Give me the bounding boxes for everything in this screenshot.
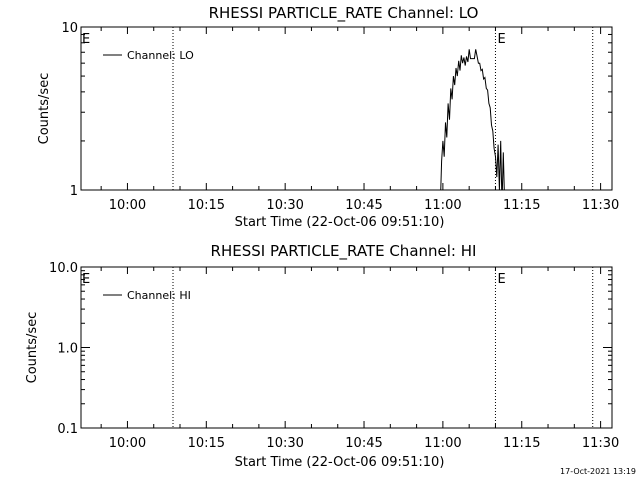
chart-title: RHESSI PARTICLE_RATE Channel: LO xyxy=(209,4,479,23)
x-tick-label: 10:00 xyxy=(109,198,146,213)
x-tick-label: 11:30 xyxy=(582,198,619,213)
x-tick-label: 11:15 xyxy=(503,198,540,213)
y-tick-label: 10.0 xyxy=(49,261,78,276)
y-tick-label: 10 xyxy=(61,21,78,36)
x-tick-label: 10:15 xyxy=(188,198,225,213)
x-tick-label: 10:45 xyxy=(345,198,382,213)
chart-title: RHESSI PARTICLE_RATE Channel: HI xyxy=(211,242,477,261)
x-tick-label: 10:30 xyxy=(266,198,303,213)
y-axis-label: Counts/sec xyxy=(25,312,40,384)
x-tick-label: 10:30 xyxy=(266,436,303,451)
event-marker-label: E xyxy=(497,272,505,287)
footer-timestamp: 17-Oct-2021 13:19 xyxy=(560,467,636,476)
panel-lo-channel: RHESSI PARTICLE_RATE Channel: LO Start Ti… xyxy=(37,4,619,230)
left-marker-label: E xyxy=(82,32,90,47)
y-tick-label: 1.0 xyxy=(57,342,78,357)
y-axis-label: Counts/sec xyxy=(37,73,52,145)
panel-hi-channel: RHESSI PARTICLE_RATE Channel: HI Start Ti… xyxy=(25,242,619,470)
x-tick-label: 11:00 xyxy=(424,436,461,451)
series-line xyxy=(440,49,505,190)
x-axis-label: Start Time (22-Oct-06 09:51:10) xyxy=(235,455,445,470)
legend-entry: Channel: HI xyxy=(127,289,191,302)
legend-entry: Channel: LO xyxy=(127,49,194,62)
x-tick-label: 10:45 xyxy=(345,436,382,451)
plot-frame xyxy=(80,26,613,191)
x-tick-label: 10:15 xyxy=(188,436,225,451)
y-tick-label: 0.1 xyxy=(57,422,78,437)
x-tick-label: 11:30 xyxy=(582,436,619,451)
y-tick-label: 1 xyxy=(70,184,78,199)
x-axis-label: Start Time (22-Oct-06 09:51:10) xyxy=(235,215,445,230)
x-tick-label: 11:00 xyxy=(424,198,461,213)
x-tick-label: 11:15 xyxy=(503,436,540,451)
left-marker-label: E xyxy=(82,272,90,287)
x-tick-label: 10:00 xyxy=(109,436,146,451)
event-marker-label: E xyxy=(497,32,505,47)
